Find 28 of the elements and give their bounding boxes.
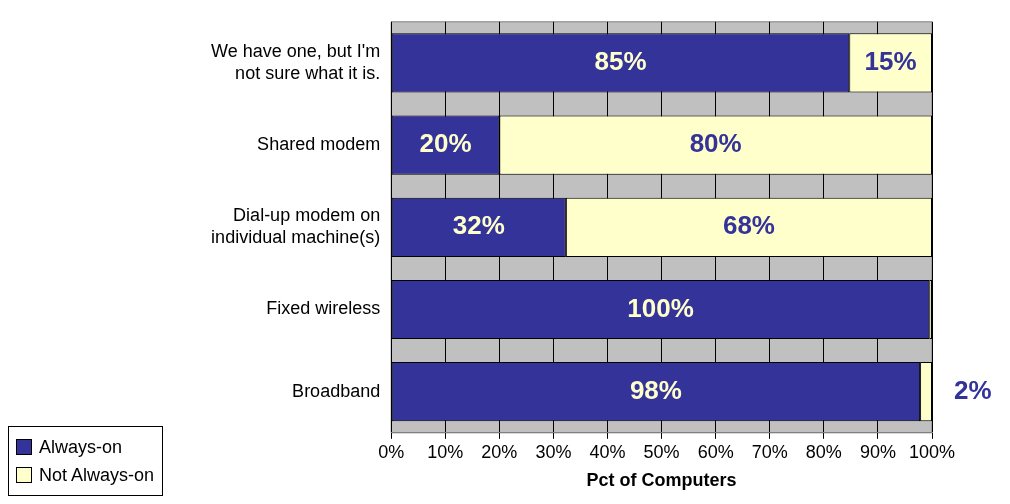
x-tick-label: 100% — [908, 441, 956, 462]
x-tick-label: 40% — [589, 441, 626, 462]
x-tick-label: 90% — [859, 441, 896, 462]
x-tick-label: 70% — [751, 441, 788, 462]
data-label: 85% — [594, 46, 647, 77]
y-tick-label: Fixed wireless — [266, 298, 381, 319]
x-tick-label: 80% — [805, 441, 842, 462]
x-tick-label: 30% — [535, 441, 572, 462]
y-tick-label: We have one, but I'm not sure what it is. — [211, 41, 381, 83]
data-label: 32% — [452, 210, 505, 241]
data-label: 100% — [627, 292, 694, 323]
y-tick-label: Broadband — [292, 380, 381, 401]
legend-label: Not Always-on — [39, 464, 155, 487]
y-tick-label: Dial-up modem on individual machine(s) — [211, 205, 381, 248]
data-label: 68% — [722, 210, 775, 241]
x-tick-label: 20% — [481, 441, 518, 462]
data-label: 98% — [629, 374, 682, 405]
x-tick-label: 10% — [427, 441, 464, 462]
data-label: 80% — [689, 128, 742, 159]
x-tick-label: 50% — [643, 441, 680, 462]
legend-label: Always-on — [39, 436, 123, 459]
data-label: 2% — [954, 374, 992, 405]
data-label: 20% — [419, 128, 472, 159]
data-label: 15% — [864, 46, 917, 77]
y-tick-label: Shared modem — [257, 134, 381, 155]
x-axis-title: Pct of Computers — [586, 470, 737, 491]
x-tick-label: 60% — [697, 441, 734, 462]
x-tick-label: 0% — [378, 441, 405, 462]
